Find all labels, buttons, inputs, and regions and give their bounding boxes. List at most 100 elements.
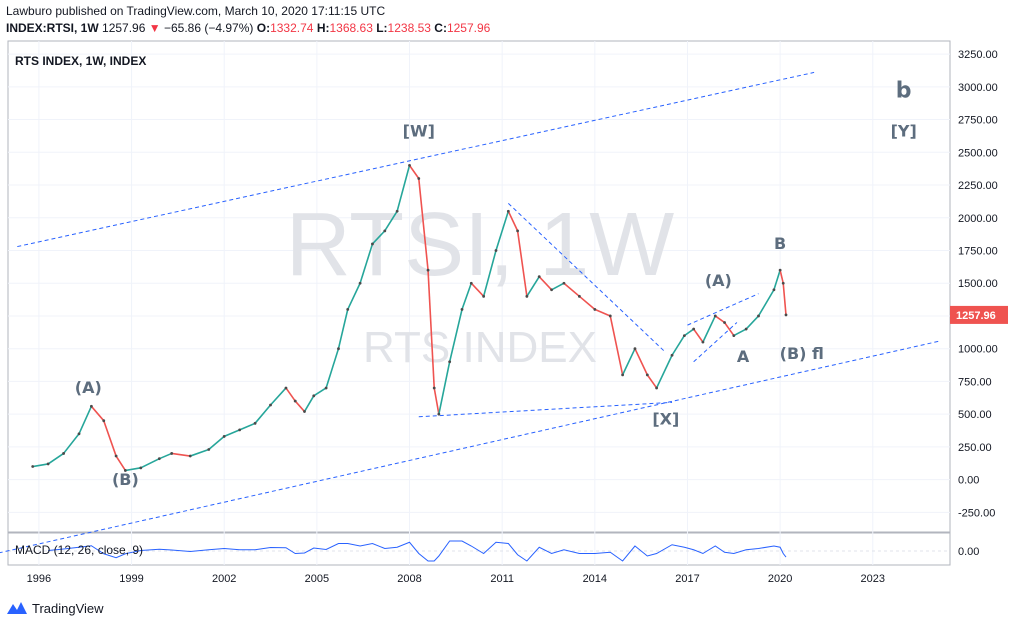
price-segment — [538, 276, 553, 291]
price-segment — [325, 348, 340, 389]
low-value: 1238.53 — [387, 21, 431, 35]
price-segment — [47, 452, 65, 465]
price-point — [482, 294, 486, 298]
price-segment — [723, 322, 735, 337]
price-point — [448, 360, 452, 364]
y-tick-label: 3000.00 — [958, 82, 998, 94]
price-point — [494, 249, 498, 252]
low-label: L: — [376, 21, 388, 35]
high-value: 1368.63 — [329, 21, 373, 35]
high-label: H: — [316, 21, 330, 35]
price-segment — [773, 269, 781, 291]
price-segment — [470, 282, 485, 297]
x-tick-label: 1996 — [27, 573, 51, 585]
wave-label: (A) — [75, 378, 102, 397]
x-tick-label: 2014 — [583, 573, 607, 585]
price-point — [46, 462, 50, 466]
price-segment — [779, 269, 784, 284]
price-segment — [714, 315, 725, 324]
price-point — [222, 435, 226, 438]
price-point — [207, 448, 211, 451]
price-segment — [269, 387, 287, 406]
published-line: Lawburo published on TradingView.com, Ma… — [6, 4, 386, 18]
price-point — [312, 394, 316, 398]
price-point — [469, 281, 473, 285]
wave-label: [X] — [652, 410, 679, 429]
down-arrow-icon: ▼ — [148, 21, 161, 35]
wave-label: (B) — [112, 470, 139, 489]
price-segment — [32, 463, 49, 468]
last-price-value: 1257.96 — [102, 21, 146, 35]
price-point — [692, 327, 696, 331]
price-point — [655, 386, 658, 390]
price-point — [408, 163, 411, 167]
brand-label: TradingView — [32, 600, 104, 616]
price-segment — [495, 210, 510, 251]
price-point — [371, 242, 374, 246]
wave-label: (B) fl — [780, 344, 824, 363]
price-segment — [609, 315, 624, 376]
y-tick-label: 1750.00 — [958, 245, 998, 257]
chart-title: RTS INDEX, 1W, INDEX — [15, 54, 146, 68]
price-point — [170, 452, 174, 455]
y-tick-label: 500.00 — [958, 409, 992, 421]
price-segment — [671, 335, 686, 356]
price-segment — [702, 315, 716, 343]
price-segment — [417, 178, 429, 271]
price-point — [537, 275, 541, 279]
macd-axis-label: 0.00 — [958, 546, 979, 558]
wave-label: B — [774, 234, 786, 253]
price-point — [633, 347, 637, 351]
price-segment — [646, 374, 658, 389]
price-point — [772, 288, 776, 292]
price-segment — [337, 309, 349, 349]
price-point — [608, 314, 612, 318]
x-tick-label: 2023 — [861, 573, 885, 585]
wave-label: (A) — [705, 271, 732, 290]
price-point — [114, 454, 118, 458]
plot-frame — [7, 40, 951, 533]
trendline[interactable] — [418, 401, 673, 418]
price-point — [723, 321, 726, 324]
price-segment — [507, 210, 519, 232]
price-point — [525, 294, 529, 298]
chart-watermark: RTSI, 1W — [286, 195, 674, 295]
y-tick-label: 1500.00 — [958, 278, 998, 290]
trendline[interactable] — [507, 202, 667, 353]
price-segment — [189, 448, 210, 457]
price-point — [293, 399, 297, 403]
trendline[interactable] — [693, 322, 738, 363]
y-tick-label: 0.00 — [958, 475, 979, 487]
price-segment — [461, 282, 473, 310]
price-segment — [347, 282, 361, 310]
price-segment — [62, 433, 80, 454]
open-label: O: — [256, 21, 271, 35]
tradingview-logo-icon — [7, 602, 27, 614]
price-segment — [254, 404, 272, 424]
price-point — [346, 308, 350, 311]
price-segment — [239, 422, 256, 431]
price-point — [89, 404, 93, 408]
price-segment — [692, 328, 704, 343]
price-segment — [782, 283, 787, 315]
price-point — [303, 410, 306, 413]
price-segment — [757, 289, 775, 317]
price-point — [713, 314, 717, 318]
price-segment — [313, 387, 327, 397]
tradingview-brand[interactable]: TradingView — [6, 600, 104, 616]
trendline[interactable] — [17, 71, 815, 248]
last-price-label: 1257.96 — [956, 310, 996, 322]
y-tick-label: 2000.00 — [958, 213, 998, 225]
price-segment — [482, 250, 497, 297]
price-segment — [634, 348, 649, 376]
x-tick-label: 2008 — [397, 573, 421, 585]
price-segment — [438, 361, 451, 415]
price-point — [426, 268, 430, 272]
price-segment — [448, 309, 463, 362]
wave-label: A — [737, 347, 750, 366]
price-point — [757, 314, 760, 318]
y-tick-label: 3250.00 — [958, 49, 998, 61]
price-point — [139, 466, 143, 470]
trendline[interactable] — [687, 293, 759, 326]
